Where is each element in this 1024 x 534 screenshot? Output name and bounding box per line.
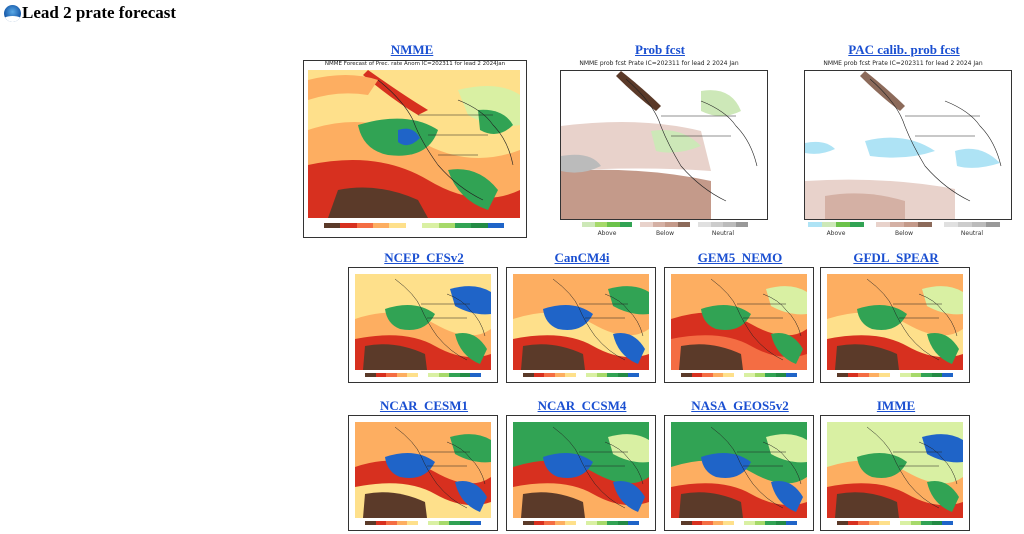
panel-imme: IMME [820, 398, 972, 534]
prob-legend: Above Below Neutral [582, 222, 762, 237]
panel-gem: GEM5_NEMO [664, 250, 816, 386]
geos-anomaly-plot [671, 422, 807, 518]
gfdl-link[interactable]: GFDL_SPEAR [853, 250, 939, 265]
page-title: Lead 2 prate forecast [22, 3, 177, 22]
can-map[interactable] [506, 267, 656, 383]
legend-above: Above [597, 230, 617, 237]
imme-map[interactable] [820, 415, 970, 531]
cfs-map[interactable] [348, 267, 498, 383]
geos-map[interactable] [664, 415, 814, 531]
cesm-anomaly-plot [355, 422, 491, 518]
pac-map[interactable]: NMME prob fcst Prate IC=202311 for lead … [788, 60, 1018, 248]
gfdl-anomaly-plot [827, 274, 963, 370]
nmme-link[interactable]: NMME [390, 42, 434, 57]
gem-link[interactable]: GEM5_NEMO [697, 250, 783, 265]
noaa-logo-icon [4, 4, 21, 22]
can-anomaly-plot [513, 274, 649, 370]
panel-cesm: NCAR_CESM1 [348, 398, 500, 534]
imme-link[interactable]: IMME [876, 398, 916, 413]
pac-legend-above: Above [826, 230, 846, 237]
gfdl-map[interactable] [820, 267, 970, 383]
pac-map-caption: NMME prob fcst Prate IC=202311 for lead … [823, 60, 983, 67]
cfs-anomaly-plot [355, 274, 491, 370]
gfdl-colorbar [837, 373, 954, 377]
panel-geos: NASA_GEOS5v2 [664, 398, 816, 534]
imme-anomaly-plot [827, 422, 963, 518]
nmme-map-caption: NMME Forecast of Prec. rate Anom IC=2023… [324, 61, 506, 67]
cfs-colorbar [365, 373, 482, 377]
legend-below: Below [655, 230, 675, 237]
panel-can: CanCM4i [506, 250, 658, 386]
legend-neutral: Neutral [711, 230, 735, 237]
gem-colorbar [681, 373, 798, 377]
cesm-map[interactable] [348, 415, 498, 531]
prob-map[interactable]: NMME prob fcst Prate IC=202311 for lead … [542, 60, 776, 248]
panel-ccsm: NCAR_CCSM4 [506, 398, 658, 534]
ccsm-link[interactable]: NCAR_CCSM4 [537, 398, 627, 413]
prob-plot [560, 70, 768, 220]
pac-plot [804, 70, 1012, 220]
prob-link[interactable]: Prob fcst [635, 42, 685, 57]
panel-gfdl: GFDL_SPEAR [820, 250, 972, 386]
geos-colorbar [681, 521, 798, 525]
ccsm-map[interactable] [506, 415, 656, 531]
cesm-link[interactable]: NCAR_CESM1 [379, 398, 469, 413]
cfs-link[interactable]: NCEP_CFSv2 [384, 250, 464, 265]
pac-link[interactable]: PAC calib. prob fcst [848, 42, 960, 57]
panel-cfs: NCEP_CFSv2 [348, 250, 500, 386]
gem-map[interactable] [664, 267, 814, 383]
panel-pac: PAC calib. prob fcst NMME prob fcst Prat… [786, 42, 1022, 252]
prob-map-caption: NMME prob fcst Prate IC=202311 for lead … [579, 60, 739, 67]
imme-colorbar [837, 521, 954, 525]
pac-legend-below: Below [894, 230, 914, 237]
geos-link[interactable]: NASA_GEOS5v2 [691, 398, 789, 413]
pac-legend-neutral: Neutral [960, 230, 984, 237]
page-header: Lead 2 prate forecast [4, 3, 176, 23]
gem-anomaly-plot [671, 274, 807, 370]
can-link[interactable]: CanCM4i [554, 250, 610, 265]
ccsm-colorbar [523, 521, 640, 525]
pac-legend: Above Below Neutral [808, 222, 1008, 237]
panel-nmme: NMME NMME Forecast of Prec. rate Anom IC… [288, 42, 536, 242]
panel-prob: Prob fcst NMME prob fcst Prate IC=202311… [540, 42, 780, 252]
can-colorbar [523, 373, 640, 377]
ccsm-anomaly-plot [513, 422, 649, 518]
nmme-map[interactable]: NMME Forecast of Prec. rate Anom IC=2023… [303, 60, 527, 238]
cesm-colorbar [365, 521, 482, 525]
nmme-colorbar [324, 223, 504, 228]
nmme-anomaly-plot [308, 70, 520, 218]
